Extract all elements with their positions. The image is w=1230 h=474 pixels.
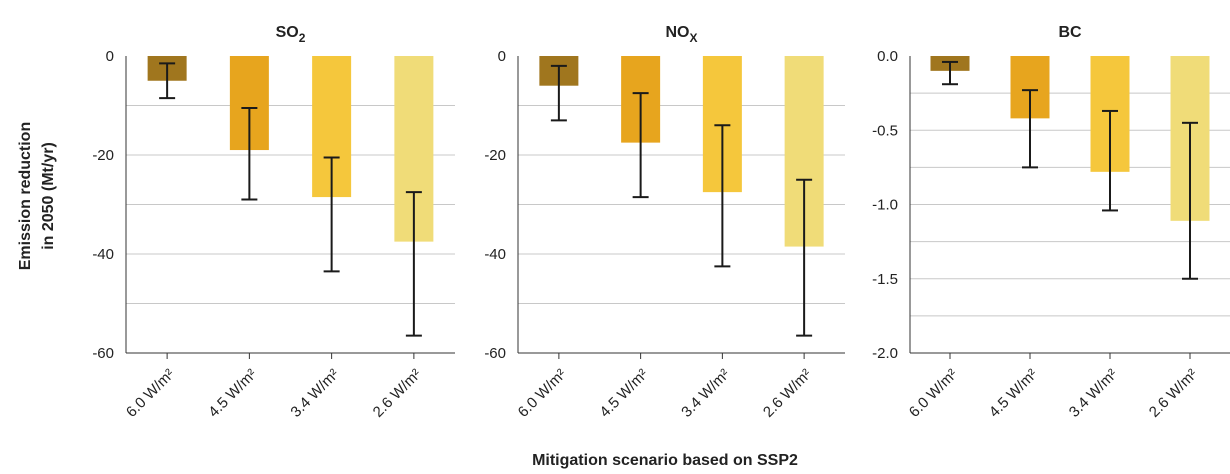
panel-1-y-tick-label: 0 [106,48,114,65]
panel-1-y-tick-label: -20 [92,147,114,164]
panel-1-x-tick-label: 2.6 W/m² [370,366,425,421]
panel-1-x-tick-label: 3.4 W/m² [287,366,342,421]
panel-1-x-tick-label: 6.0 W/m² [123,366,178,421]
panel-1-y-tick-label: -60 [92,345,114,362]
y-axis-label-line1: Emission reduction [17,122,34,270]
panel-3-y-tick-label: 0.0 [877,48,898,65]
panel-3-x-tick-label: 2.6 W/m² [1146,366,1201,421]
panel-3-y-tick-label: -1.5 [872,271,898,288]
panel-1-title-main: SO [276,24,299,41]
panel-3-y-tick-label: -2.0 [872,345,898,362]
panel-3-x-tick-label: 3.4 W/m² [1066,366,1121,421]
panel-2-x-tick-label: 3.4 W/m² [678,366,733,421]
panel-1-y-tick-label: -40 [92,246,114,263]
panel-3-y-tick-label: -0.5 [872,122,898,139]
panel-2-y-tick-label: -20 [484,147,506,164]
panel-3-x-tick-label: 4.5 W/m² [986,366,1041,421]
panel-2-title-main: NO [665,24,689,41]
panel-3-title: BC [1058,24,1082,41]
panel-1-title: SO2 [276,24,306,45]
panel-2-x-tick-label: 6.0 W/m² [515,366,570,421]
panel-2-title-subscript: X [689,31,697,45]
panel-2-x-tick-label: 2.6 W/m² [760,366,815,421]
panel-2-title: NOX [665,24,697,45]
panel-3-y-tick-label: -1.0 [872,197,898,214]
panel-3-title-main: BC [1058,24,1082,41]
y-axis-label-line2: in 2050 (Mt/yr) [40,142,57,250]
panel-3-x-tick-label: 6.0 W/m² [906,366,961,421]
panel-2-x-tick-label: 4.5 W/m² [596,366,651,421]
x-axis-label: Mitigation scenario based on SSP2 [532,452,798,469]
panel-1-x-tick-label: 4.5 W/m² [205,366,260,421]
panel-2-y-tick-label: 0 [498,48,506,65]
panel-2-y-tick-label: -60 [484,345,506,362]
panel-2-y-tick-label: -40 [484,246,506,263]
panel-1-title-subscript: 2 [299,31,306,45]
